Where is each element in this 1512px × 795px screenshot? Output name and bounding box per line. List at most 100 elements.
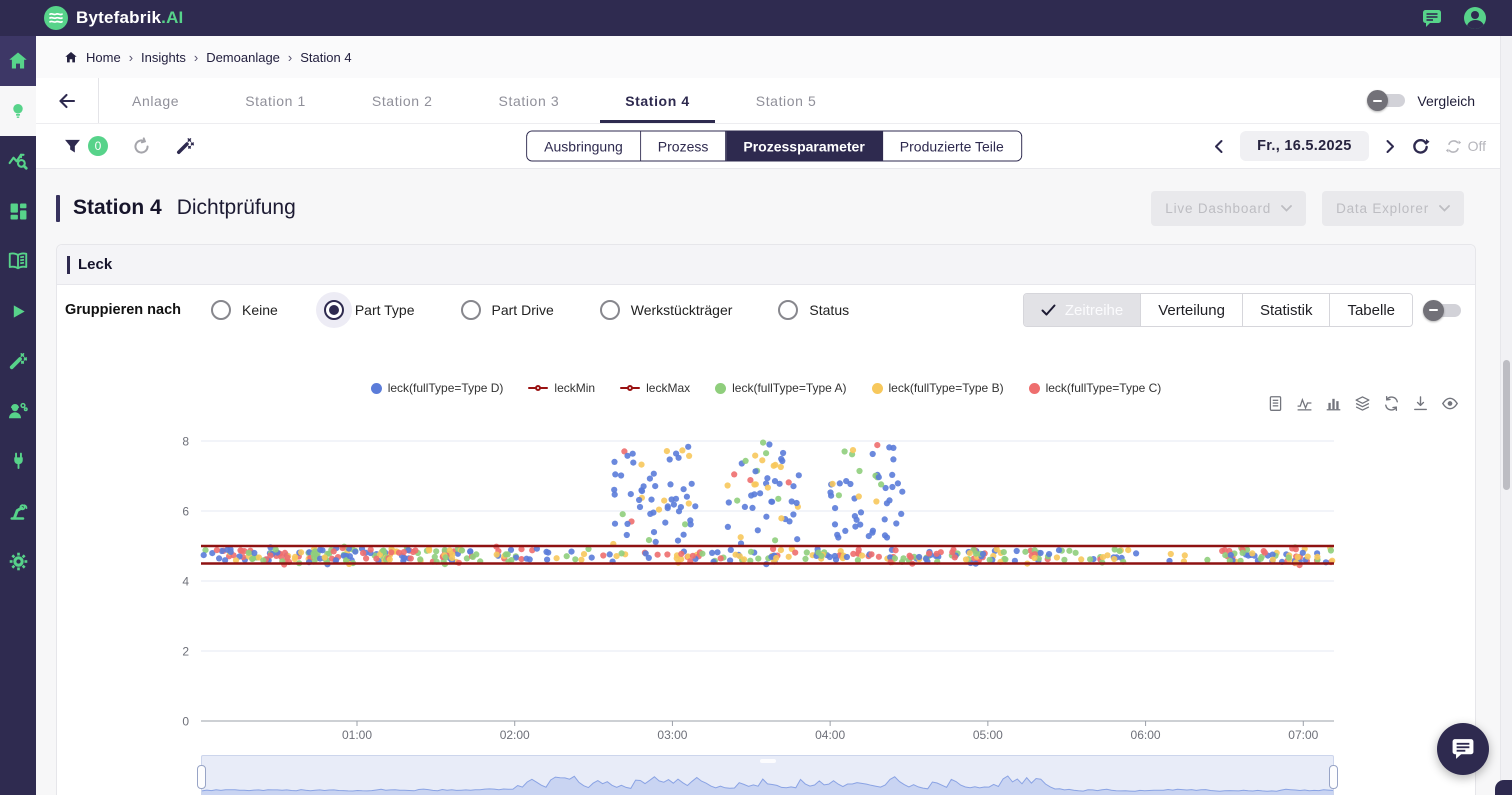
tab-statistik[interactable]: Statistik (1242, 294, 1330, 326)
visibility-eye-icon[interactable] (1441, 395, 1459, 412)
tab-anlage[interactable]: Anlage (99, 78, 212, 123)
auto-filter-wand-icon[interactable] (175, 136, 195, 156)
datazoom-brush[interactable] (201, 755, 1334, 795)
restore-icon[interactable] (1383, 395, 1400, 412)
svg-text:06:00: 06:00 (1131, 728, 1161, 742)
date-prev-icon[interactable] (1213, 139, 1225, 154)
page-header: Station 4 Dichtprüfung Live Dashboard Da… (56, 187, 1476, 229)
live-dashboard-button[interactable]: Live Dashboard (1151, 191, 1306, 226)
legend-type-d[interactable]: leck(fullType=Type D) (371, 381, 504, 395)
chat-fab-button[interactable] (1437, 723, 1489, 775)
chat-bubble-icon (1451, 738, 1475, 760)
group-by-label: Gruppieren nach (65, 302, 181, 318)
plug-icon (10, 452, 27, 470)
breadcrumb-insights[interactable]: Insights (141, 50, 186, 65)
legend-type-b[interactable]: leck(fullType=Type B) (872, 381, 1004, 395)
compare-toggle[interactable] (1371, 94, 1405, 107)
panel-toggle[interactable] (1427, 304, 1461, 317)
sidebar-item-dashboards[interactable] (0, 186, 36, 236)
book-icon (8, 251, 28, 271)
svg-text:04:00: 04:00 (815, 728, 845, 742)
legend-leckmin[interactable]: leckMin (528, 381, 595, 395)
tab-verteilung[interactable]: Verteilung (1140, 294, 1242, 326)
autorefresh-label: Off (1468, 138, 1486, 154)
autorefresh-control[interactable]: Off (1445, 138, 1486, 155)
sidebar-item-automation[interactable] (0, 336, 36, 386)
topbar: Bytefabrik.AI (0, 0, 1512, 36)
sidebar-item-analytics[interactable] (0, 136, 36, 186)
radio-part-type[interactable]: Part Type (324, 300, 415, 320)
brush-grip[interactable] (760, 759, 776, 763)
sidebar-item-connectors[interactable] (0, 436, 36, 486)
leck-panel: Leck Gruppieren nach Keine Part Type Par… (56, 244, 1476, 795)
bar-chart-icon[interactable] (1325, 395, 1342, 412)
scrollbar-thumb[interactable] (1503, 360, 1510, 490)
date-next-icon[interactable] (1384, 139, 1396, 154)
display-mode-tabs: Zeitreihe Verteilung Statistik Tabelle (1023, 293, 1413, 327)
stack-icon[interactable] (1354, 395, 1371, 412)
chart-legend: leck(fullType=Type D) leckMin leckMax le… (57, 381, 1475, 395)
segment-prozessparameter[interactable]: Prozessparameter (726, 132, 882, 161)
data-view-icon[interactable] (1267, 395, 1284, 412)
tab-station1[interactable]: Station 1 (212, 78, 339, 123)
sidebar-item-robotics[interactable] (0, 486, 36, 536)
tab-station2[interactable]: Station 2 (339, 78, 466, 123)
breadcrumb-demoanlage[interactable]: Demoanlage (206, 50, 280, 65)
svg-text:2: 2 (182, 645, 189, 659)
radio-part-drive[interactable]: Part Drive (461, 300, 554, 320)
sidebar-item-playbooks[interactable] (0, 286, 36, 336)
autorefresh-icon (1445, 138, 1462, 155)
legend-type-a[interactable]: leck(fullType=Type A) (715, 381, 846, 395)
settings-gear-icon (9, 552, 28, 571)
breadcrumb-separator: › (129, 50, 133, 65)
radio-circle (778, 300, 798, 320)
segment-ausbringung[interactable]: Ausbringung (527, 132, 641, 161)
tab-zeitreihe[interactable]: Zeitreihe (1024, 294, 1140, 326)
legend-type-c[interactable]: leck(fullType=Type C) (1029, 381, 1162, 395)
back-arrow-icon (57, 92, 77, 110)
reset-filters-icon[interactable] (132, 137, 151, 156)
download-icon[interactable] (1412, 395, 1429, 412)
sidebar-item-home[interactable] (0, 36, 36, 86)
breadcrumb-home-icon[interactable] (64, 51, 78, 64)
brand-logo[interactable]: Bytefabrik.AI (44, 6, 183, 30)
brush-handle-right[interactable] (1329, 765, 1338, 789)
title-accent-bar (56, 195, 60, 222)
radio-status[interactable]: Status (778, 300, 849, 320)
sidebar-item-insights[interactable] (0, 86, 36, 136)
page-title: Station 4 (73, 196, 162, 220)
legend-leckmax[interactable]: leckMax (620, 381, 690, 395)
filter-button[interactable]: 0 (64, 136, 108, 156)
sidebar-item-documentation[interactable] (0, 236, 36, 286)
radio-keine[interactable]: Keine (211, 300, 278, 320)
breadcrumb-home[interactable]: Home (86, 50, 121, 65)
brand-name: Bytefabrik.AI (76, 8, 183, 28)
sidebar-item-operators[interactable] (0, 386, 36, 436)
station-tab-bar: Anlage Station 1 Station 2 Station 3 Sta… (36, 78, 1512, 124)
data-explorer-button[interactable]: Data Explorer (1322, 191, 1464, 226)
radio-werkstuecktraeger[interactable]: Werkstückträger (600, 300, 733, 320)
page-scrollbar[interactable] (1500, 36, 1512, 795)
scatter-plot[interactable]: 0246801:0002:0003:0004:0005:0006:0007:00 (57, 401, 1477, 749)
corner-widget[interactable] (1495, 780, 1512, 795)
tab-tabelle[interactable]: Tabelle (1329, 294, 1412, 326)
radio-circle (461, 300, 481, 320)
chat-icon[interactable] (1422, 9, 1442, 28)
tab-station3[interactable]: Station 3 (466, 78, 593, 123)
line-chart-icon[interactable] (1296, 395, 1313, 412)
tab-station4[interactable]: Station 4 (592, 78, 723, 123)
tab-station5[interactable]: Station 5 (723, 78, 850, 123)
panel-title: Leck (78, 256, 112, 273)
date-selector[interactable]: Fr., 16.5.2025 (1240, 131, 1369, 161)
dashboard-grid-icon (9, 202, 28, 221)
brush-handle-left[interactable] (197, 765, 206, 789)
segment-produzierte-teile[interactable]: Produzierte Teile (883, 132, 1021, 161)
sidebar-item-settings[interactable] (0, 536, 36, 586)
refresh-icon[interactable] (1411, 137, 1430, 156)
account-icon[interactable] (1464, 7, 1486, 29)
back-button[interactable] (36, 78, 98, 123)
breadcrumb-station4[interactable]: Station 4 (300, 50, 351, 65)
breadcrumb-separator: › (288, 50, 292, 65)
segment-prozess[interactable]: Prozess (641, 132, 727, 161)
radio-circle (324, 300, 344, 320)
